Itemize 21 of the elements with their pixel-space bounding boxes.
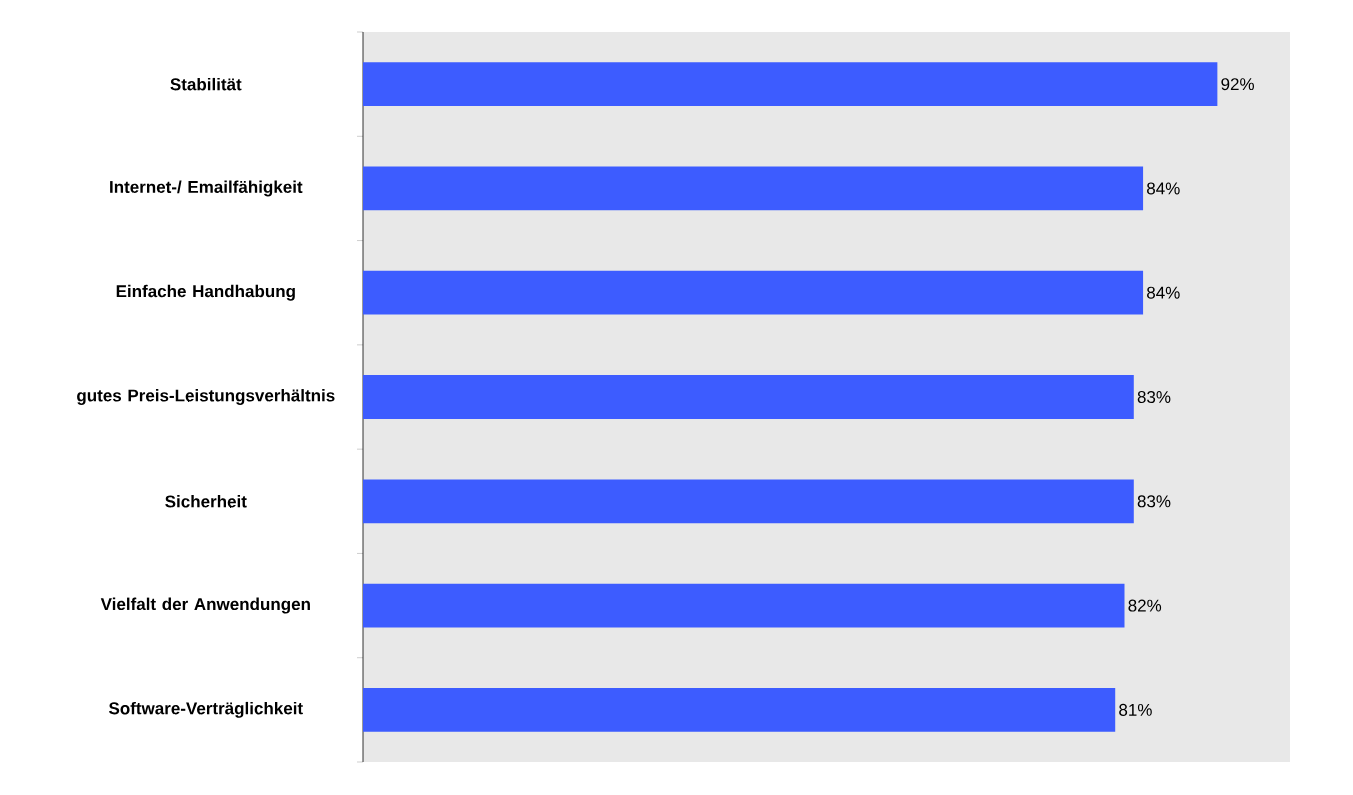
y-tick-label: Vielfalt der Anwendungen (100, 597, 310, 614)
bar (363, 270, 1144, 315)
bar (363, 687, 1116, 732)
data-label: 83% (1137, 390, 1171, 404)
y-tick-label: gutes Preis-Leistungsverhältnis (77, 389, 335, 405)
data-label: 84% (1147, 286, 1180, 299)
data-label: 92% (1221, 78, 1254, 91)
bar (363, 166, 1144, 211)
bar (363, 479, 1134, 524)
y-tick-label: Stabilität (170, 77, 242, 91)
data-label: 81% (1119, 703, 1152, 716)
y-tick-label: Sicherheit (165, 495, 247, 508)
bar (363, 375, 1134, 419)
data-label: 82% (1128, 599, 1162, 612)
data-label: 83% (1137, 495, 1171, 508)
y-tick-label: Software-Verträglichkeit (108, 701, 303, 718)
bar (363, 62, 1218, 107)
y-tick-label: Internet-/ Emailfähigkeit (110, 180, 303, 197)
y-tick-label: Einfache Handhabung (116, 284, 295, 301)
bar (363, 583, 1125, 628)
data-label: 84% (1147, 182, 1180, 195)
